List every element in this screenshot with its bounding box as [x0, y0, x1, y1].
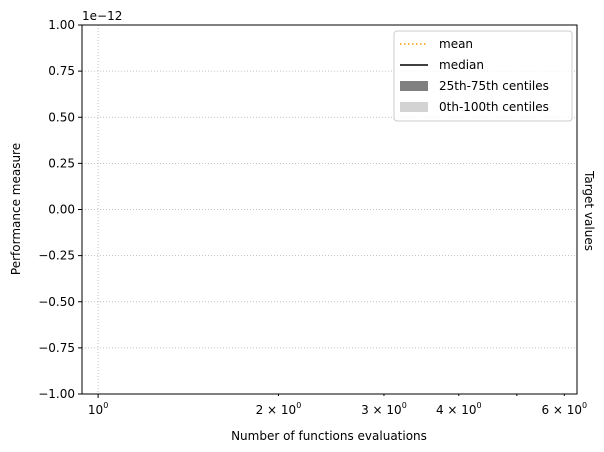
y-tick-label: 1.00: [48, 18, 75, 32]
legend-frame: [393, 30, 573, 122]
legend-swatch: [400, 102, 428, 112]
legend-swatch: [400, 81, 428, 91]
y-tick-label: −1.00: [38, 387, 75, 401]
y-tick-label: 0.75: [48, 64, 75, 78]
y-tick-label: 0.25: [48, 156, 75, 170]
legend-label: median: [439, 58, 484, 72]
y-tick-label: −0.50: [38, 295, 75, 309]
legend-label: 0th-100th centiles: [439, 100, 549, 114]
y-tick-label: −0.25: [38, 249, 75, 263]
axis-ticks: 1.00 0.75 0.50 0.25 0.00 −0.25 −0.50 −0.75 −1.00…: [38, 18, 587, 417]
x-tick-label: 3 × 100: [361, 401, 407, 417]
legend: mean median 25th-75th centiles 0th-100th ce…: [393, 30, 573, 122]
x-tick-label: 2 × 100: [256, 401, 302, 417]
y-tick-label: 0.50: [48, 110, 75, 124]
y-axis-label: Performance measure: [9, 143, 23, 275]
legend-label: 25th-75th centiles: [439, 79, 549, 93]
y-tick-label: −0.75: [38, 341, 75, 355]
offset-text: 1e−12: [82, 9, 122, 23]
x-tick-label: 6 × 100: [541, 401, 587, 417]
x-tick-label: 4 × 100: [436, 401, 482, 417]
y-tick-label: 0.00: [48, 203, 75, 217]
x-axis-label: Number of functions evaluations: [231, 429, 427, 443]
legend-label: mean: [439, 37, 473, 51]
x-tick-label: 100: [88, 401, 108, 417]
right-axis-label: Target values: [582, 170, 596, 251]
